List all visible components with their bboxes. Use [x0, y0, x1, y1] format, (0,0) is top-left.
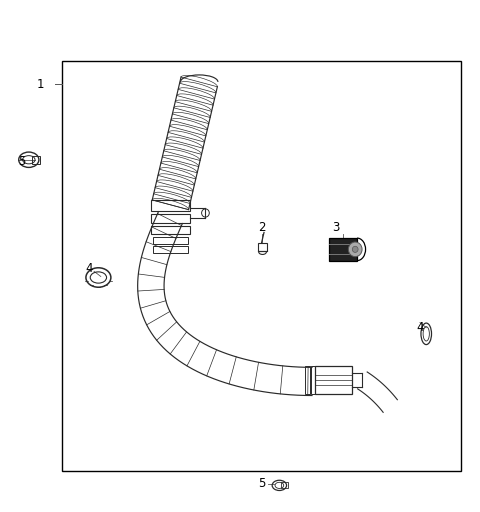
Bar — [329, 238, 357, 261]
Circle shape — [352, 246, 358, 252]
Bar — [151, 214, 190, 223]
Bar — [32, 156, 40, 164]
Bar — [311, 367, 315, 394]
Bar — [153, 237, 188, 244]
Bar — [62, 61, 461, 471]
Text: 1: 1 — [37, 78, 45, 91]
Bar — [151, 200, 190, 211]
Ellipse shape — [348, 242, 362, 257]
Bar — [281, 482, 288, 488]
Text: 5: 5 — [258, 477, 265, 490]
Bar — [315, 367, 352, 394]
Text: 3: 3 — [332, 221, 340, 234]
Bar — [305, 367, 310, 394]
Text: 4: 4 — [416, 321, 424, 334]
Text: 5: 5 — [18, 155, 25, 168]
Bar — [151, 226, 190, 234]
Bar — [258, 243, 267, 251]
Text: 4: 4 — [85, 262, 93, 275]
Text: 2: 2 — [258, 221, 265, 234]
Bar — [153, 246, 188, 253]
